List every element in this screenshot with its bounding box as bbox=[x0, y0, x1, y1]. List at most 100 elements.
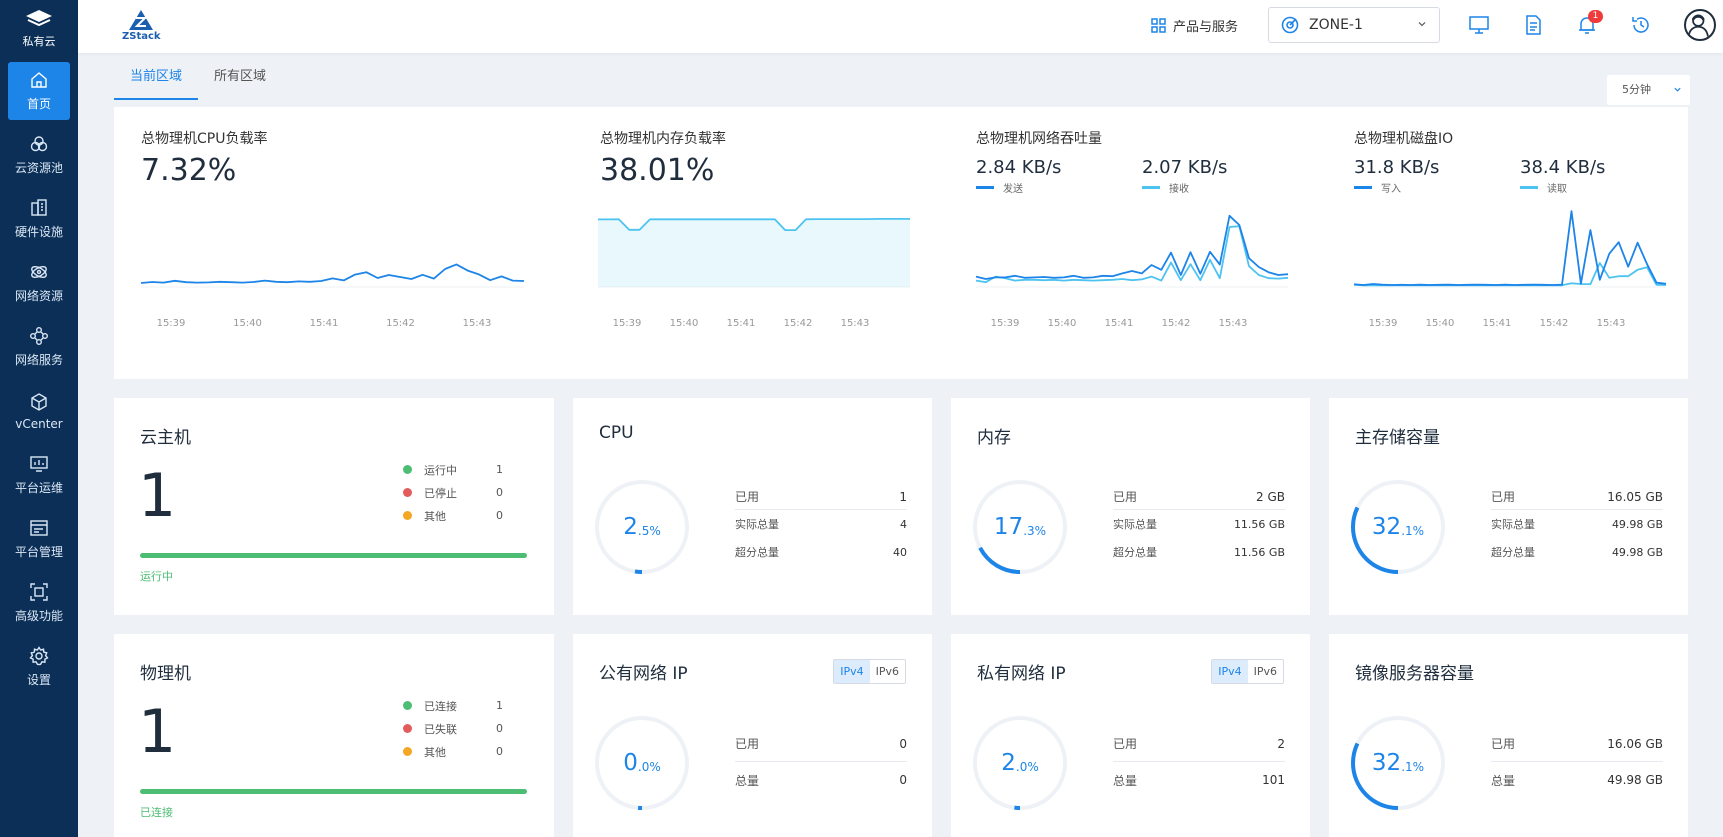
vm-status-list: 运行中 1 已停止 0 其他 0 bbox=[403, 458, 503, 527]
time-tick-label: 15:43 bbox=[462, 318, 492, 329]
memory-card[interactable]: 内存 17.3% 已用 2 GB 实际总量 11.56 GB 超分总量 11.56 G… bbox=[951, 398, 1310, 615]
monitor-button[interactable] bbox=[1468, 14, 1490, 36]
stat-actual: 实际总量 11.56 GB bbox=[1113, 510, 1285, 538]
gauge-decimal: .0% bbox=[1015, 760, 1039, 774]
sidebar-item-label: 高级功能 bbox=[14, 609, 63, 623]
stat-overcommit: 超分总量 49.98 GB bbox=[1491, 538, 1663, 566]
history-button[interactable] bbox=[1630, 14, 1652, 36]
sidebar: 私有云 首页 云资源池 硬件设施 网络资源 网络服务 vCenter 平台运维 … bbox=[0, 0, 78, 837]
ipv4-toggle[interactable]: IPv4 bbox=[834, 660, 870, 683]
public-ip-card[interactable]: 公有网络 IP IPv4 IPv6 0.0% 已用 0 总量 0 bbox=[573, 634, 932, 837]
disk-write: 31.8 KB/s 写入 bbox=[1354, 157, 1439, 195]
ipv6-toggle[interactable]: IPv6 bbox=[875, 665, 899, 678]
stat-value: 0 bbox=[899, 736, 907, 751]
tab-current-region[interactable]: 当前区域 bbox=[114, 66, 199, 100]
sidebar-item-resource-pool[interactable]: 云资源池 bbox=[8, 126, 70, 184]
gauge-decimal: .3% bbox=[1023, 524, 1047, 538]
sidebar-item-vcenter[interactable]: vCenter bbox=[8, 382, 70, 440]
sidebar-item-ops[interactable]: 平台运维 bbox=[8, 446, 70, 504]
host-count: 1 bbox=[138, 697, 177, 767]
host-card[interactable]: 物理机 1 已连接 1 已失联 0 其他 0 已连接 bbox=[114, 634, 554, 837]
status-count: 1 bbox=[496, 463, 503, 476]
timeframe-select[interactable]: 5分钟 bbox=[1607, 75, 1690, 105]
status-label: 运行中 bbox=[424, 463, 457, 477]
stat-label: 实际总量 bbox=[1113, 518, 1157, 531]
stat-value: 0 bbox=[899, 773, 907, 787]
time-tick-label: 15:42 bbox=[386, 318, 415, 329]
timeframe-value: 5分钟 bbox=[1622, 83, 1651, 96]
gauge-int: 2 bbox=[623, 514, 638, 540]
card-title: 内存 bbox=[977, 428, 1011, 448]
hardware-icon bbox=[31, 199, 47, 216]
layers-icon bbox=[26, 9, 52, 26]
stat-value: 4 bbox=[900, 517, 907, 531]
brand[interactable]: 私有云 bbox=[0, 0, 78, 56]
zone-icon bbox=[1281, 16, 1299, 34]
vm-card[interactable]: 云主机 1 运行中 1 已停止 0 其他 0 运行中 bbox=[114, 398, 554, 615]
zstack-logo[interactable]: ZStack bbox=[122, 8, 161, 42]
gauge-arc bbox=[973, 716, 1067, 810]
backup-storage-card[interactable]: 镜像服务器容量 32.1% 已用 16.06 GB 总量 49.98 GB bbox=[1329, 634, 1688, 837]
status-row[interactable]: 已停止 0 bbox=[403, 481, 503, 504]
metric-title: 总物理机CPU负载率 bbox=[141, 131, 268, 147]
time-tick-label: 15:41 bbox=[309, 318, 339, 329]
sidebar-item-home[interactable]: 首页 bbox=[8, 62, 70, 120]
time-tick-label: 15:41 bbox=[726, 318, 756, 329]
status-dot bbox=[403, 511, 412, 520]
ipv6-toggle[interactable]: IPv6 bbox=[1253, 665, 1277, 678]
status-label: 其他 bbox=[424, 745, 446, 759]
sidebar-item-settings[interactable]: 设置 bbox=[8, 638, 70, 696]
status-row[interactable]: 已失联 0 bbox=[403, 717, 503, 740]
read-value: 38.4 KB/s bbox=[1520, 157, 1606, 178]
document-button[interactable] bbox=[1522, 14, 1544, 36]
gauge-decimal: .0% bbox=[637, 760, 661, 774]
sidebar-item-label: 首页 bbox=[26, 97, 51, 111]
stat-overcommit: 超分总量 40 bbox=[735, 538, 907, 566]
ip-version-toggle: IPv4 IPv6 bbox=[833, 659, 906, 684]
zone-select[interactable]: ZONE-1 bbox=[1268, 7, 1440, 43]
write-value: 31.8 KB/s bbox=[1354, 157, 1440, 178]
notification-button[interactable]: 1 bbox=[1576, 10, 1603, 36]
series-line bbox=[975, 225, 1289, 284]
sidebar-item-label: vCenter bbox=[15, 416, 63, 431]
user-avatar[interactable] bbox=[1684, 9, 1716, 41]
primary-storage-stats: 已用 16.05 GB 实际总量 49.98 GB 超分总量 49.98 GB bbox=[1491, 484, 1663, 566]
sidebar-item-network-service[interactable]: 网络服务 bbox=[8, 318, 70, 376]
private-ip-stats: 已用 2 总量 101 bbox=[1113, 726, 1285, 798]
time-tick-label: 15:43 bbox=[840, 318, 870, 329]
gauge-arc bbox=[973, 480, 1067, 574]
status-row[interactable]: 已连接 1 bbox=[403, 694, 503, 717]
settings-icon bbox=[29, 646, 49, 666]
time-tick-label: 15:43 bbox=[1596, 318, 1626, 329]
stat-label: 超分总量 bbox=[1113, 546, 1157, 559]
cpu-card[interactable]: CPU 2.5% 已用 1 实际总量 4 超分总量 40 bbox=[573, 398, 932, 615]
time-tick-label: 15:40 bbox=[233, 318, 262, 329]
document-icon bbox=[1526, 15, 1541, 35]
series-line bbox=[1353, 210, 1667, 286]
private-ip-card[interactable]: 私有网络 IP IPv4 IPv6 2.0% 已用 2 总量 101 bbox=[951, 634, 1310, 837]
write-legend-swatch bbox=[1354, 186, 1372, 189]
gauge-int: 17 bbox=[993, 514, 1024, 540]
ipv4-toggle[interactable]: IPv4 bbox=[1212, 660, 1248, 683]
private-ip-gauge bbox=[973, 716, 1067, 810]
network-throughput-chart bbox=[975, 214, 1289, 288]
card-title: 私有网络 IP bbox=[977, 664, 1066, 684]
status-label: 已连接 bbox=[424, 699, 457, 713]
stat-value: 101 bbox=[1262, 773, 1285, 787]
sidebar-item-advanced[interactable]: 高级功能 bbox=[8, 574, 70, 632]
stat-used: 已用 0 bbox=[735, 726, 907, 762]
sidebar-item-network-resource[interactable]: 网络资源 bbox=[8, 254, 70, 312]
card-title: 公有网络 IP bbox=[599, 664, 688, 684]
status-row[interactable]: 其他 0 bbox=[403, 504, 503, 527]
grid-icon bbox=[1151, 18, 1166, 33]
card-title: CPU bbox=[599, 423, 634, 443]
products-services-menu[interactable]: 产品与服务 bbox=[1151, 16, 1238, 35]
tab-all-regions[interactable]: 所有区域 bbox=[214, 69, 267, 84]
primary-storage-card[interactable]: 主存储容量 32.1% 已用 16.05 GB 实际总量 49.98 GB 超分总量… bbox=[1329, 398, 1688, 615]
status-row[interactable]: 其他 0 bbox=[403, 740, 503, 763]
send-label: 发送 bbox=[1003, 184, 1023, 195]
sidebar-item-management[interactable]: 平台管理 bbox=[8, 510, 70, 568]
sidebar-item-hardware[interactable]: 硬件设施 bbox=[8, 190, 70, 248]
status-row[interactable]: 运行中 1 bbox=[403, 458, 503, 481]
network-receive: 2.07 KB/s 接收 bbox=[1142, 157, 1227, 195]
